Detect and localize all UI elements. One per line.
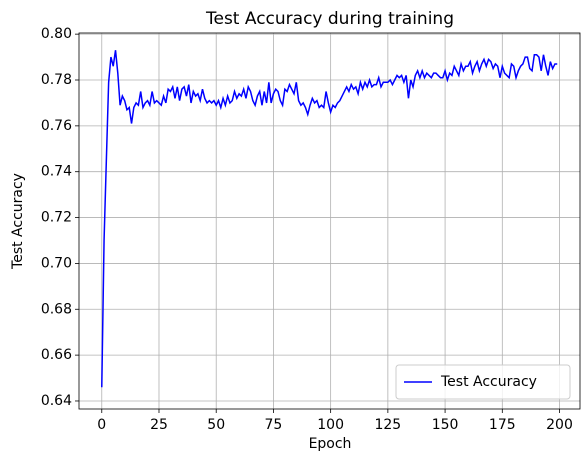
x-tick-label: 125	[374, 417, 401, 433]
x-tick-label: 150	[432, 417, 459, 433]
chart-title: Test Accuracy during training	[205, 9, 454, 29]
x-tick-label: 75	[265, 417, 283, 433]
y-tick-label: 0.76	[41, 118, 72, 134]
y-tick-label: 0.78	[41, 72, 72, 88]
x-tick-label: 200	[546, 417, 573, 433]
x-tick-label: 0	[97, 417, 106, 433]
x-tick-label: 25	[150, 417, 168, 433]
y-tick-label: 0.74	[41, 164, 72, 180]
data-line	[101, 50, 558, 388]
x-axis-label: Epoch	[309, 436, 352, 452]
y-tick-label: 0.68	[41, 301, 72, 317]
x-tick-label: 100	[317, 417, 344, 433]
y-tick-label: 0.64	[41, 393, 72, 409]
legend-label: Test Accuracy	[440, 374, 537, 390]
y-axis-label: Test Accuracy	[10, 173, 26, 270]
y-tick-label: 0.72	[41, 210, 72, 226]
y-tick-label: 0.80	[41, 26, 72, 42]
plot-frame	[78, 32, 581, 410]
x-tick-label: 175	[489, 417, 516, 433]
x-tick-label: 50	[207, 417, 225, 433]
y-tick-label: 0.70	[41, 255, 72, 271]
legend-box	[395, 364, 571, 400]
y-tick-label: 0.66	[41, 347, 72, 363]
